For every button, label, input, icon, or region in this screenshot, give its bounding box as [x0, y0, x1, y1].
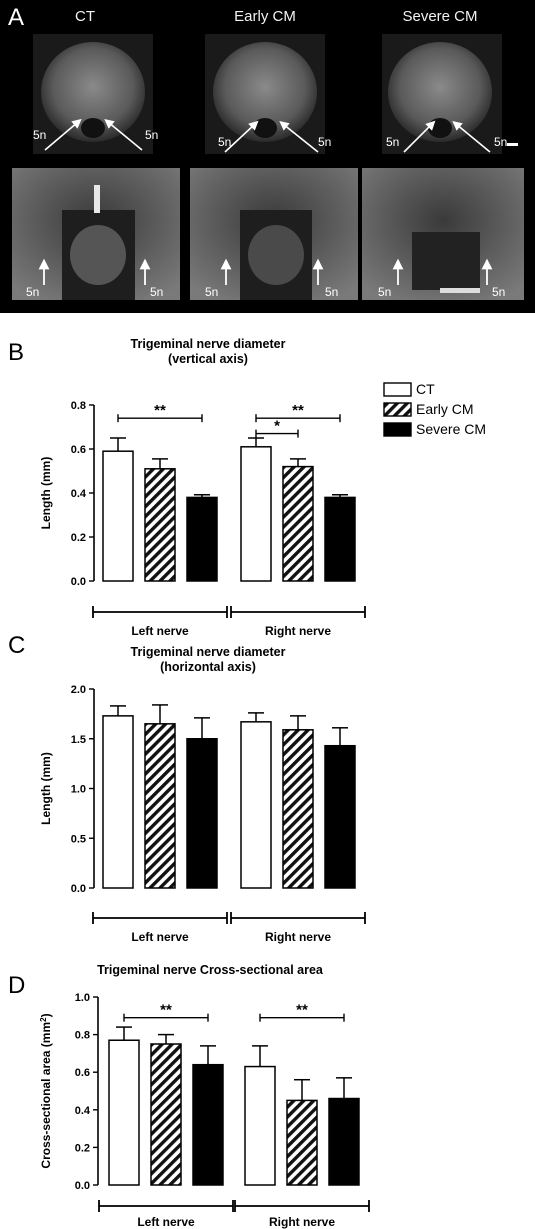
significance-label: **: [292, 402, 304, 419]
brain-image-early-cm: [205, 34, 325, 154]
bar-early-cm: [150, 1043, 182, 1186]
bar-severe-cm: [186, 496, 218, 582]
nerve-label: 5n: [150, 285, 164, 299]
nerve-label: 5n: [325, 285, 339, 299]
y-tick-label: 0.2: [71, 532, 86, 544]
nerve-label: 5n: [386, 135, 400, 149]
bar-charts: CT Early CM Severe CM B Trigeminal nerve di…: [8, 337, 486, 1229]
zoom-image-early-cm: [190, 168, 358, 300]
bar-ct: [244, 1065, 276, 1186]
group-label: Right nerve: [265, 930, 331, 944]
group-label: Right nerve: [269, 1215, 335, 1229]
brain-image-severe-cm: [382, 34, 502, 154]
significance-label: **: [154, 402, 166, 419]
bar-ct: [240, 721, 272, 889]
bar-ct: [102, 715, 134, 889]
bar-early-cm: [144, 468, 176, 582]
bar-early-cm: [282, 465, 314, 582]
bar-early-cm: [286, 1099, 318, 1186]
column-label-early-cm: Early CM: [234, 8, 296, 25]
y-tick-label: 0.4: [71, 488, 87, 500]
bar-severe-cm: [324, 744, 356, 889]
bar-severe-cm: [186, 738, 218, 889]
y-tick-label: 0.8: [71, 400, 86, 412]
legend-label: Early CM: [416, 401, 474, 417]
zoom-image-ct: [12, 168, 180, 300]
y-tick-label: 0.0: [75, 1180, 90, 1192]
chart-title: Trigeminal nerve diameter: [131, 337, 286, 351]
significance-label: **: [296, 1002, 308, 1019]
nerve-label: 5n: [318, 135, 332, 149]
y-tick-label: 1.5: [71, 734, 86, 746]
chart-d: D Trigeminal nerve Cross-sectional area 0.…: [8, 963, 370, 1229]
y-tick-label: 0.6: [71, 444, 86, 456]
y-axis-label: Length (mm): [39, 457, 53, 530]
nerve-label: 5n: [205, 285, 219, 299]
significance-label: **: [160, 1002, 172, 1019]
y-axis-label: Length (mm): [39, 752, 53, 825]
bar-severe-cm: [192, 1063, 224, 1186]
y-tick-label: 2.0: [71, 684, 86, 696]
bar-ct: [108, 1039, 140, 1186]
legend-swatch: [383, 382, 412, 397]
legend-label: Severe CM: [416, 421, 486, 437]
mri-images: [12, 34, 524, 300]
chart-b: B Trigeminal nerve diameter(vertical axis…: [8, 337, 366, 638]
nerve-label: 5n: [145, 128, 159, 142]
chart-title: (horizontal axis): [160, 660, 256, 674]
bar-early-cm: [144, 723, 176, 889]
y-axis-label: Cross-sectional area (mm2): [39, 1013, 54, 1168]
bar-ct: [240, 446, 272, 582]
bar-ct: [102, 450, 134, 582]
nerve-label: 5n: [378, 285, 392, 299]
nerve-label: 5n: [218, 135, 232, 149]
nerve-label: 5n: [26, 285, 40, 299]
y-tick-label: 0.4: [75, 1105, 91, 1117]
y-tick-label: 0.6: [75, 1067, 90, 1079]
nerve-label: 5n: [33, 128, 47, 142]
chart-title: Trigeminal nerve Cross-sectional area: [97, 963, 324, 977]
y-tick-label: 0.5: [71, 833, 86, 845]
legend-swatch: [383, 422, 412, 437]
legend-label: CT: [416, 381, 435, 397]
y-tick-label: 1.0: [71, 784, 86, 796]
legend: CT Early CM Severe CM: [383, 381, 486, 437]
y-tick-label: 0.8: [75, 1030, 90, 1042]
chart-title: Trigeminal nerve diameter: [131, 645, 286, 659]
group-label: Left nerve: [131, 624, 189, 638]
y-tick-label: 0.2: [75, 1142, 90, 1154]
significance-label: *: [274, 418, 280, 435]
zoom-image-severe-cm: [362, 168, 524, 300]
y-tick-label: 1.0: [75, 992, 90, 1004]
legend-swatch: [383, 402, 412, 417]
group-label: Left nerve: [131, 930, 189, 944]
y-tick-label: 0.0: [71, 576, 86, 588]
nerve-label: 5n: [494, 135, 508, 149]
brain-image-ct: [33, 34, 153, 154]
y-tick-label: 0.0: [71, 883, 86, 895]
column-label-severe-cm: Severe CM: [402, 8, 478, 25]
panel-label: D: [8, 972, 25, 999]
group-label: Left nerve: [137, 1215, 195, 1229]
panel-label: C: [8, 632, 25, 659]
chart-title: (vertical axis): [168, 352, 248, 366]
column-label-ct: CT: [75, 8, 95, 25]
group-label: Right nerve: [265, 624, 331, 638]
mri-panel: A CT Early CM Severe CM: [0, 0, 535, 313]
chart-c: C Trigeminal nerve diameter(horizontal ax…: [8, 632, 366, 944]
bar-early-cm: [282, 729, 314, 889]
bar-severe-cm: [324, 496, 356, 582]
bar-severe-cm: [328, 1097, 360, 1186]
panel-label-a: A: [8, 4, 25, 31]
panel-label: B: [8, 339, 24, 366]
nerve-label: 5n: [492, 285, 506, 299]
